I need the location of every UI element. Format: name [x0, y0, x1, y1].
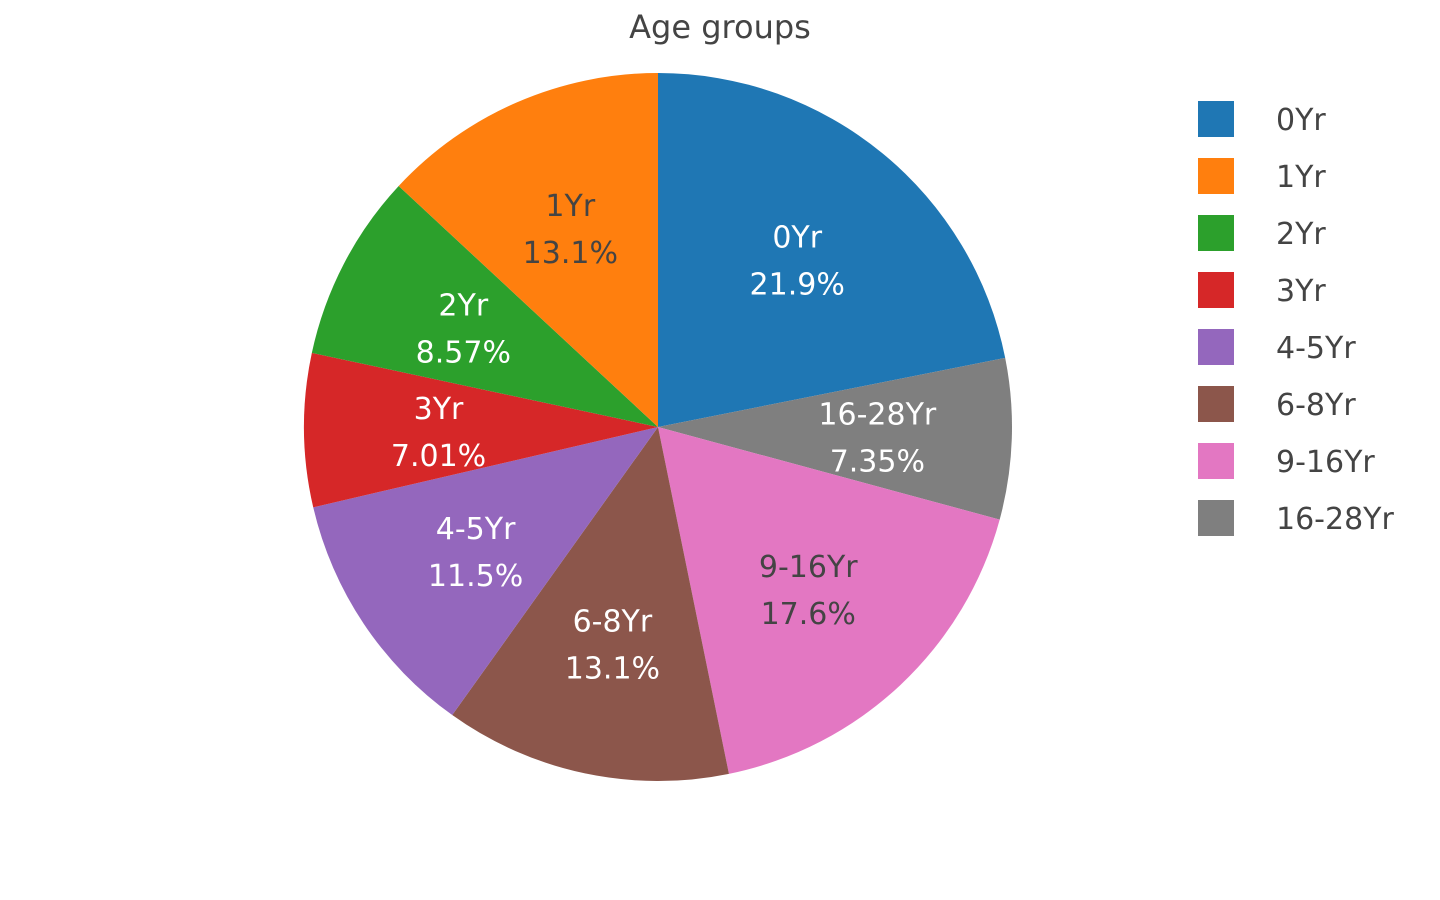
legend-label[interactable]: 3Yr [1276, 274, 1326, 309]
chart-title: Age groups [629, 8, 811, 46]
pie-slice-1yr [398, 73, 658, 427]
legend-label[interactable]: 0Yr [1276, 103, 1326, 138]
pie-slice-16-28yr [658, 357, 1012, 520]
legend: 0Yr 1Yr 2Yr 3Yr 4-5Yr 6-8Yr 9-16Yr 16-28Yr [1198, 101, 1394, 537]
legend-swatch[interactable] [1198, 500, 1234, 536]
legend-label[interactable]: 6-8Yr [1276, 388, 1356, 423]
legend-swatch[interactable] [1198, 386, 1234, 422]
slice-label-percent: 11.5% [428, 559, 523, 594]
slice-label-name: 0Yr [772, 220, 822, 255]
legend-label[interactable]: 4-5Yr [1276, 331, 1356, 366]
legend-label[interactable]: 9-16Yr [1276, 445, 1375, 480]
legend-label[interactable]: 2Yr [1276, 217, 1326, 252]
legend-label[interactable]: 16-28Yr [1276, 502, 1394, 537]
pie-slice-4-5yr [313, 427, 658, 716]
pie-slice-3yr [303, 352, 658, 508]
slice-label-name: 6-8Yr [573, 605, 653, 640]
legend-label[interactable]: 1Yr [1276, 160, 1326, 195]
legend-swatch[interactable] [1198, 443, 1234, 479]
slice-label-percent: 17.6% [761, 597, 856, 632]
pie-slice-0yr [658, 73, 1006, 427]
slice-label-percent: 13.1% [523, 236, 618, 271]
slice-label-percent: 21.9% [750, 267, 845, 302]
slice-label-name: 16-28Yr [818, 397, 936, 432]
legend-swatch[interactable] [1198, 272, 1234, 308]
slice-label-name: 2Yr [438, 289, 488, 324]
legend-swatch[interactable] [1198, 329, 1234, 365]
slice-label-name: 1Yr [545, 189, 595, 224]
pie-slice-2yr [311, 186, 658, 427]
slice-label-name: 3Yr [414, 392, 464, 427]
slice-label-percent: 13.1% [565, 652, 660, 687]
slice-label-percent: 7.01% [391, 439, 486, 474]
slice-label-name: 9-16Yr [759, 550, 858, 585]
pie-slice-9-16yr [658, 427, 1000, 774]
slice-label-name: 4-5Yr [436, 512, 516, 547]
pie-slices [303, 73, 1012, 781]
slice-labels: 0Yr 21.9% 16-28Yr 7.35% 9-16Yr 17.6% 6-8Yr 13.1… [391, 189, 937, 687]
legend-swatch[interactable] [1198, 215, 1234, 251]
legend-swatch[interactable] [1198, 101, 1234, 137]
pie-slice-6-8yr [452, 427, 729, 781]
slice-label-percent: 8.57% [416, 336, 511, 371]
legend-swatch[interactable] [1198, 158, 1234, 194]
slice-label-percent: 7.35% [830, 444, 925, 479]
